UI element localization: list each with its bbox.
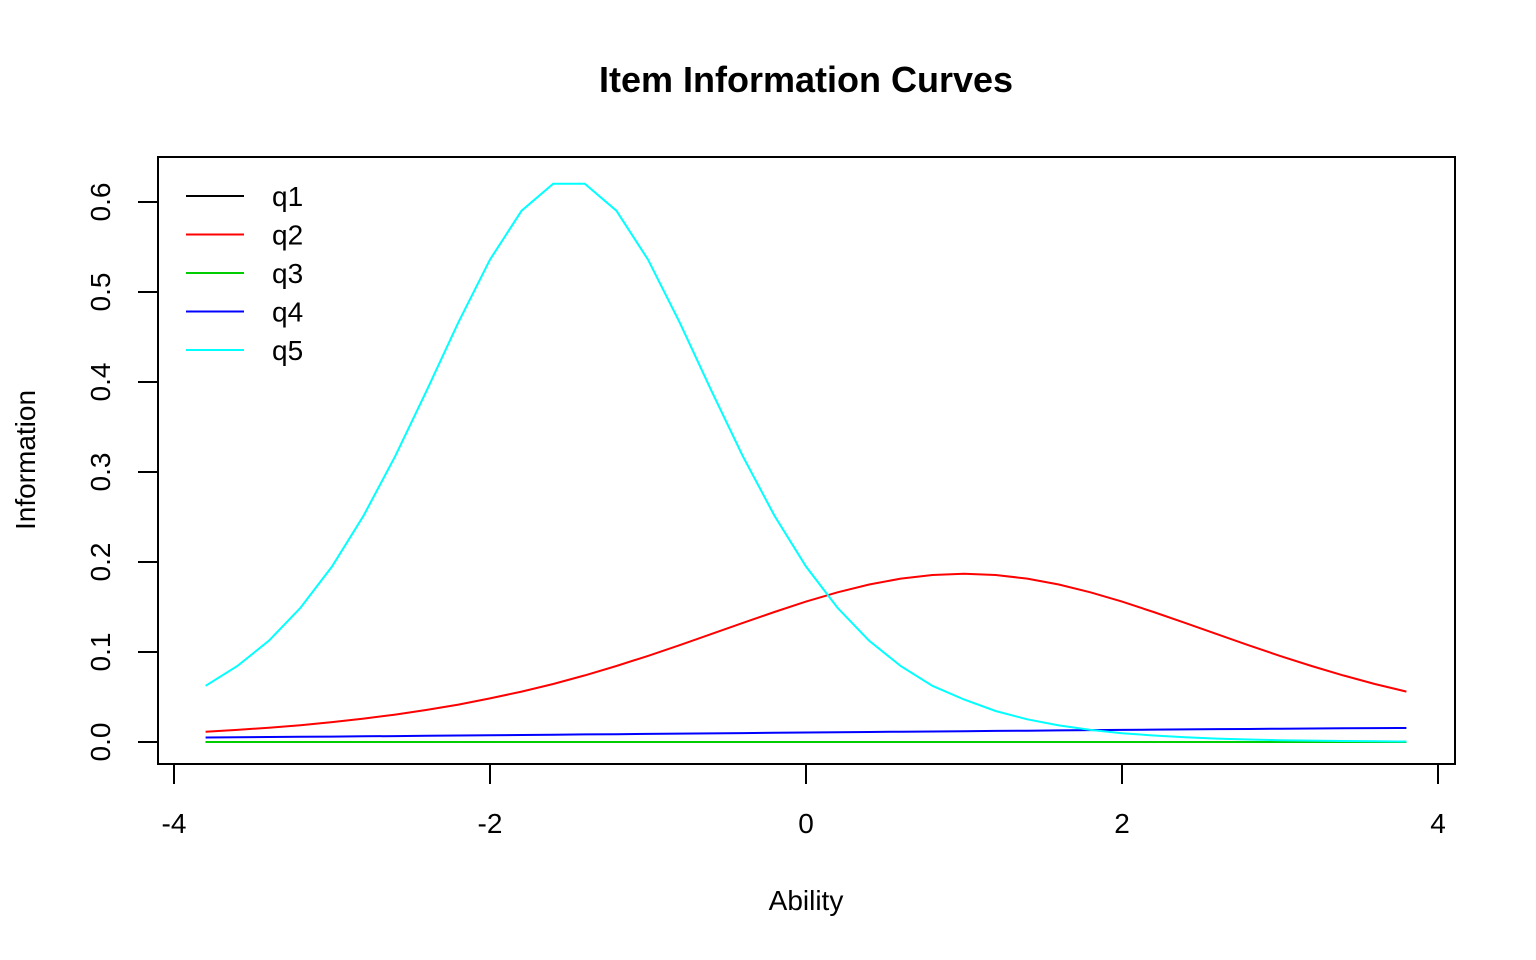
- legend-label-q2: q2: [272, 220, 303, 251]
- legend-label-q3: q3: [272, 258, 303, 289]
- plot-frame: [157, 156, 1456, 765]
- x-tick-label: 4: [1430, 808, 1446, 839]
- x-axis-label: Ability: [769, 885, 844, 916]
- y-tick-label: 0.1: [85, 633, 116, 672]
- legend-label-q5: q5: [272, 335, 303, 366]
- series-line-q2: [205, 572, 1407, 733]
- chart-title: Item Information Curves: [599, 59, 1013, 100]
- y-tick-label: 0.2: [85, 543, 116, 582]
- legend-label-q4: q4: [272, 297, 303, 328]
- series-layer: [205, 182, 1407, 743]
- x-tick-label: 2: [1114, 808, 1130, 839]
- series-line-q4: [205, 727, 1407, 739]
- y-tick-label: 0.5: [85, 273, 116, 312]
- y-axis: 0.0 0.1 0.2 0.3 0.4 0.5 0.6: [85, 183, 159, 762]
- x-tick-label: -2: [478, 808, 503, 839]
- y-axis-label: Information: [10, 390, 41, 530]
- series-line-q5: [205, 182, 1407, 743]
- x-tick-label: 0: [798, 808, 814, 839]
- x-axis: -4 -2 0 2 4: [162, 763, 1446, 839]
- y-tick-label: 0.4: [85, 363, 116, 402]
- legend-label-q1: q1: [272, 181, 303, 212]
- y-tick-label: 0.0: [85, 723, 116, 762]
- legend: q1 q2 q3 q4 q5: [186, 181, 303, 366]
- y-tick-label: 0.3: [85, 453, 116, 492]
- x-tick-label: -4: [162, 808, 187, 839]
- y-tick-label: 0.6: [85, 183, 116, 222]
